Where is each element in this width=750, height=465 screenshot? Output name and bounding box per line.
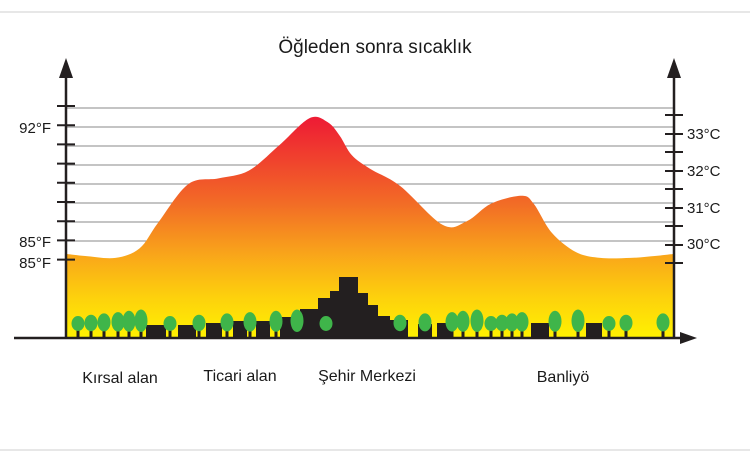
category-label-suburban: Banliyö [537,369,590,386]
tree [163,316,177,338]
right-tick-label: 31°C [687,200,721,217]
trees [71,309,670,338]
tree [548,310,562,338]
temperature-area [67,116,673,338]
tree [192,314,206,338]
category-label-commercial: Ticari alan [203,368,276,385]
tree [505,313,519,338]
left-tick-label: 85°F [19,255,51,272]
category-label-downtown: Şehir Merkezi [318,368,416,385]
tree [515,312,529,338]
tree [111,312,125,338]
right-axis [667,58,681,338]
right-axis-ticks [665,114,683,264]
left-tick-label: 85°F [19,234,51,251]
tree [220,313,234,338]
tree [495,314,509,338]
left-axis [59,58,73,338]
tree [71,316,85,338]
right-tick-label: 30°C [687,236,721,253]
tree [319,316,333,338]
tree [122,310,136,338]
tree [656,313,670,338]
tree [290,309,304,338]
tree [84,314,98,338]
left-tick-label: 92°F [19,120,51,137]
right-tick-label: 33°C [687,126,721,143]
tree [97,313,111,338]
tree [484,316,498,338]
tree [243,312,257,338]
x-axis [14,332,697,344]
left-axis-ticks [57,105,75,261]
chart-title: Öğleden sonra sıcaklık [278,37,472,58]
tree [134,309,148,338]
tree [571,309,585,338]
tree [619,314,633,338]
tree [602,316,616,338]
category-label-rural: Kırsal alan [82,370,158,387]
tree [470,309,484,338]
tree [445,312,459,338]
tree [418,313,432,338]
tree [269,310,283,338]
tree [393,314,407,338]
tree [456,310,470,338]
right-tick-label: 32°C [687,163,721,180]
